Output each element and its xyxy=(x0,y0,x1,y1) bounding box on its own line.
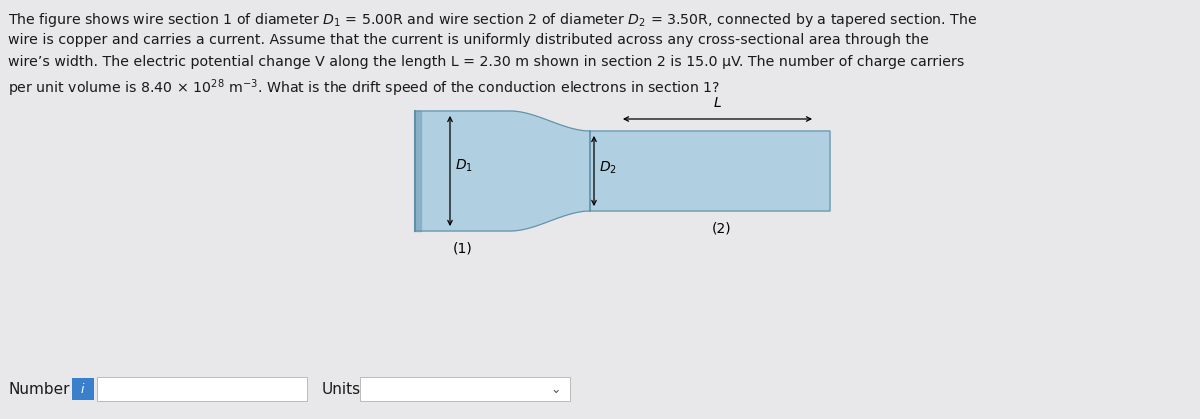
Text: $L$: $L$ xyxy=(713,96,722,110)
FancyBboxPatch shape xyxy=(360,377,570,401)
Text: $D_1$: $D_1$ xyxy=(455,158,473,174)
Text: $i$: $i$ xyxy=(80,382,85,396)
Polygon shape xyxy=(415,111,830,231)
Polygon shape xyxy=(415,111,421,231)
Text: wire’s width. The electric potential change V along the length L = 2.30 m shown : wire’s width. The electric potential cha… xyxy=(8,55,965,69)
Text: ⌄: ⌄ xyxy=(551,383,562,396)
Text: $D_2$: $D_2$ xyxy=(599,160,617,176)
Text: (1): (1) xyxy=(452,241,473,255)
Text: Units: Units xyxy=(322,382,361,396)
Text: per unit volume is 8.40 × 10$^{28}$ m$^{-3}$. What is the drift speed of the con: per unit volume is 8.40 × 10$^{28}$ m$^{… xyxy=(8,77,720,98)
FancyBboxPatch shape xyxy=(72,378,94,400)
Text: Number: Number xyxy=(8,382,70,396)
Text: wire is copper and carries a current. Assume that the current is uniformly distr: wire is copper and carries a current. As… xyxy=(8,33,929,47)
Text: The figure shows wire section 1 of diameter $D_1$ = 5.00R and wire section 2 of : The figure shows wire section 1 of diame… xyxy=(8,11,977,29)
Text: (2): (2) xyxy=(712,221,732,235)
FancyBboxPatch shape xyxy=(97,377,307,401)
